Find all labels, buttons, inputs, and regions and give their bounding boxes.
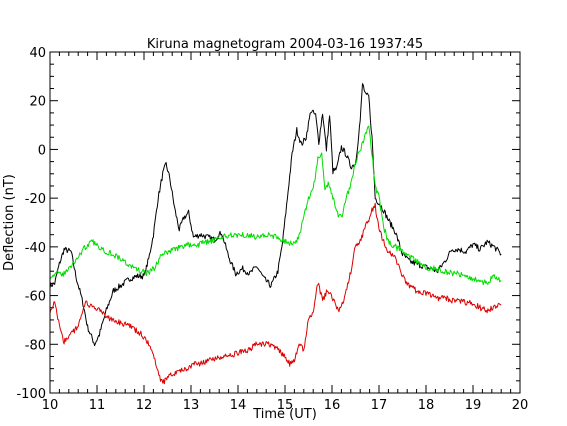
series-line-3 bbox=[49, 202, 502, 385]
x-tick-label: 15 bbox=[277, 398, 294, 413]
plot-frame bbox=[49, 51, 521, 394]
y-tick-label: 0 bbox=[38, 143, 46, 158]
y-tick-labels: 40 20 0 -20 -40 -60 -80 -100 bbox=[16, 46, 46, 402]
x-tick-label: 12 bbox=[136, 398, 153, 413]
x-tick-label: 20 bbox=[512, 398, 529, 413]
x-tick-label: 14 bbox=[230, 398, 247, 413]
x-tick-label: 19 bbox=[465, 398, 482, 413]
y-tick-label: -100 bbox=[16, 387, 46, 402]
y-tick-label: -80 bbox=[25, 338, 46, 353]
series-line-2 bbox=[49, 125, 502, 286]
y-tick-label: 40 bbox=[29, 46, 46, 61]
series-line-1 bbox=[49, 83, 502, 347]
y-axis-title: Deflection (nT) bbox=[2, 174, 17, 271]
y-tick-label: -40 bbox=[25, 241, 46, 256]
chart-title: Kiruna magnetogram 2004-03-16 1937:45 bbox=[147, 37, 423, 52]
x-tick-label: 10 bbox=[42, 398, 59, 413]
x-tick-label: 11 bbox=[89, 398, 106, 413]
y-tick-label: 20 bbox=[29, 95, 46, 110]
y-tick-label: -20 bbox=[25, 192, 46, 207]
x-axis-title: Time (UT) bbox=[252, 407, 317, 422]
x-tick-label: 17 bbox=[371, 398, 388, 413]
x-tick-label: 16 bbox=[324, 398, 341, 413]
series-group bbox=[49, 83, 502, 385]
y-tick-label: -60 bbox=[25, 290, 46, 305]
x-tick-label: 18 bbox=[418, 398, 435, 413]
x-tick-label: 13 bbox=[183, 398, 200, 413]
x-tick-labels: 10 11 12 13 14 15 16 17 18 19 20 bbox=[42, 398, 529, 413]
